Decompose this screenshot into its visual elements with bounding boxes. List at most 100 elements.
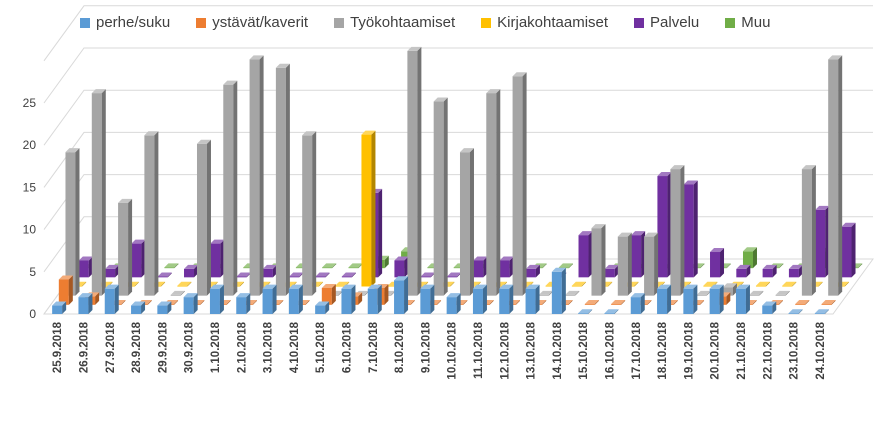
bar-front [749,294,760,296]
bar-top [65,148,80,153]
bar-top [591,224,606,229]
bar-side [535,264,540,278]
bar-side [404,276,409,314]
bar-front [499,260,510,278]
bar-side [378,188,383,278]
bar [236,293,251,314]
legend-item: Muu [725,14,770,31]
bar-side [752,300,757,305]
bar-top [814,309,829,314]
x-tick-label: 21.10.2018 [736,321,748,379]
bar-side [325,272,330,278]
x-tick-label: 2.10.2018 [236,321,248,373]
x-tick-label: 10.10.2018 [447,321,459,379]
bar-top [420,284,435,289]
bar [321,283,336,305]
bar-side [332,263,337,269]
bar-side [298,284,303,314]
legend-label: Työkohtaamiset [350,14,456,31]
bar-top [710,248,725,253]
bar-front [578,313,589,314]
bar [657,172,672,278]
bar-side [161,281,166,287]
bar-side [680,165,685,296]
bar [499,284,514,314]
bar-top [736,264,751,269]
bar [584,300,599,305]
bar-side [654,232,659,296]
bar [183,293,198,314]
bar-front [183,297,194,314]
bar-side [437,300,442,305]
bar-side [575,290,580,296]
bar-front [170,294,181,296]
x-tick-label: 20.10.2018 [710,321,722,379]
bar-top [775,290,790,295]
bar-side [193,293,198,314]
bar-side [779,263,784,269]
bar-side [838,55,843,296]
bar-top [196,139,211,144]
bar [157,272,172,278]
bar-front [427,267,438,269]
bar-front [433,101,444,296]
bar-side [482,284,487,314]
bar-side [785,290,790,296]
bar-front [644,236,655,296]
bar [631,231,646,278]
bar-top [486,89,501,94]
bar-front [58,279,69,305]
bar [611,300,626,305]
bar [91,89,106,296]
bar-side [805,300,810,305]
bar-side [325,301,330,314]
legend-swatch [196,17,207,28]
bar-front [144,135,155,296]
bar-top [209,284,224,289]
bar-top [782,281,797,286]
bar [131,239,146,278]
bar-front [387,285,398,287]
legend-label: perhe/suku [96,14,171,31]
bar-side [62,301,67,314]
bar-top [604,264,619,269]
bar-front [828,59,839,296]
bar-front [157,276,168,278]
bar [486,89,501,296]
bar-front [735,288,746,314]
bar-side [463,300,468,305]
bar-side [318,281,323,287]
bar [815,205,830,278]
bar-front [223,84,234,296]
bar-top [105,264,120,269]
bar-front [65,152,76,296]
bar-front [815,209,826,278]
gridline [43,89,873,146]
bar-side [614,309,619,314]
bar [551,267,566,314]
bar [446,293,461,314]
bar [736,264,751,278]
bar [164,263,179,269]
bar-side [673,300,678,305]
bar-front [236,276,247,278]
legend-item: Kirjakohtaamiset [481,14,608,31]
bar-top [394,256,409,261]
bar [755,281,770,287]
x-tick-label: 7.10.2018 [368,321,380,373]
bar [749,290,764,296]
bar-top [118,198,133,203]
legend-item: Työkohtaamiset [334,14,455,31]
bar-side [167,272,172,278]
bar [782,281,797,287]
bar-top [512,72,527,77]
bar-front [184,268,195,278]
bar-front [841,226,852,278]
bar [302,131,317,296]
gridline [43,131,873,188]
bar [762,264,777,278]
bar-side [272,284,277,314]
bar-side [634,281,639,287]
bar [742,247,757,269]
bar-front [104,288,115,314]
